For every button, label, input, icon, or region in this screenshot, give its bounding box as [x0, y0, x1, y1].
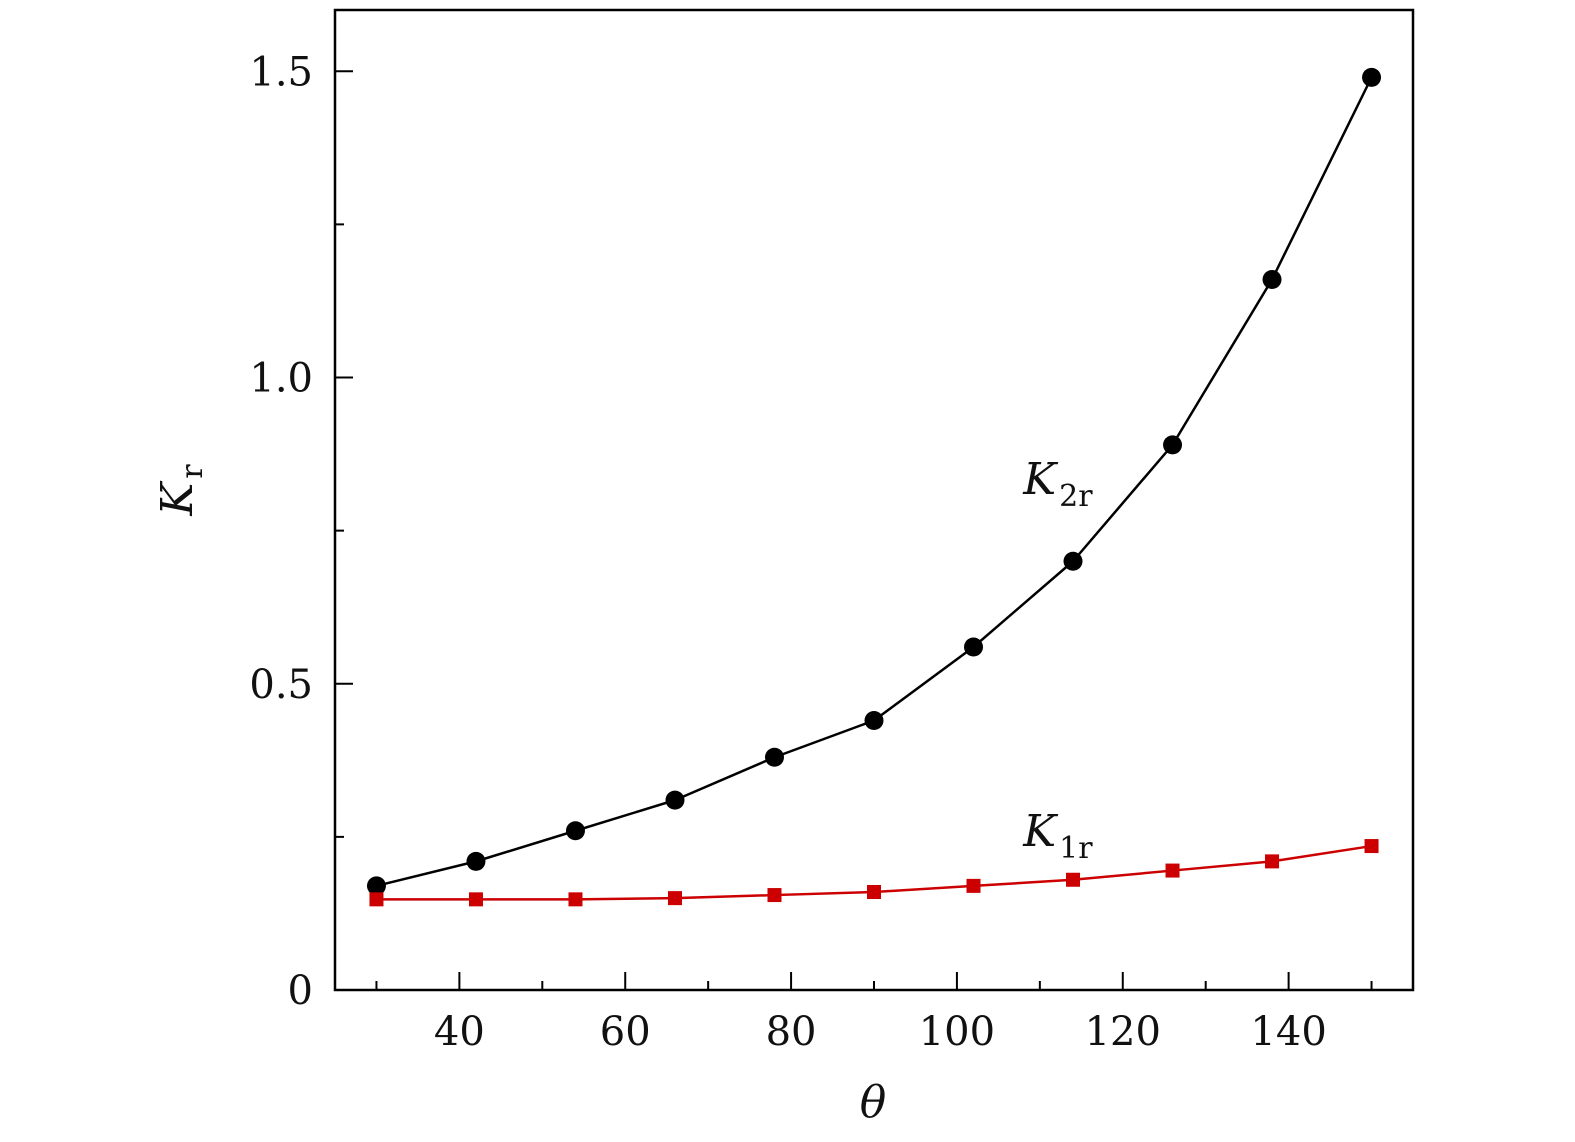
y-tick-label: 1.5 — [249, 49, 313, 95]
plot-frame — [333, 8, 1415, 992]
x-tick-label: 40 — [434, 1009, 485, 1055]
series-label-sub: 2r — [1059, 479, 1093, 514]
data-point-k1r — [867, 885, 881, 899]
plot-area — [366, 67, 1382, 907]
data-point-k2r — [864, 711, 884, 730]
data-point-k1r — [767, 888, 782, 903]
y-tick-label: 0.5 — [249, 662, 313, 708]
series-k2r — [366, 67, 1382, 896]
data-point-k2r — [565, 821, 585, 841]
series-label-sub: 1r — [1059, 831, 1093, 866]
series-k1r — [369, 839, 1379, 907]
data-point-k2r — [1163, 435, 1183, 455]
x-tick-label: 80 — [766, 1009, 817, 1055]
data-point-k1r — [667, 891, 682, 906]
series-label-k2r: K 2r — [1022, 454, 1093, 514]
data-point-k2r — [964, 637, 984, 657]
y-tick-label: 1.0 — [249, 356, 313, 402]
data-point-k2r — [466, 851, 486, 871]
series-label-main: K — [1022, 806, 1058, 857]
series-label-main: K — [1022, 454, 1058, 505]
data-point-k2r — [1063, 551, 1083, 571]
x-axis-title: θ — [860, 1077, 887, 1128]
data-point-k2r — [1262, 270, 1282, 289]
data-point-k1r — [568, 892, 583, 907]
y-tick-label: 0 — [288, 968, 313, 1014]
data-point-k2r — [665, 790, 685, 810]
x-tick-label: 120 — [1085, 1009, 1161, 1055]
series-labels: K 2rK 1r — [1022, 454, 1093, 866]
data-point-k2r — [366, 876, 386, 896]
x-tick-label: 60 — [600, 1009, 651, 1055]
axes: 40 60 80 100 120 140 0 0.5 1.0 1.5 — [249, 8, 1415, 1055]
data-point-k1r — [468, 892, 483, 907]
data-point-k1r — [369, 892, 384, 907]
x-tick-label: 140 — [1250, 1009, 1326, 1055]
series-line-k2r — [376, 76, 1373, 888]
data-point-k1r — [966, 878, 981, 893]
data-point-k1r — [1066, 872, 1081, 887]
x-tick-label: 100 — [919, 1009, 995, 1055]
data-point-k1r — [1364, 839, 1379, 854]
y-axis-title-sub: r — [175, 464, 210, 479]
y-axis-title-main: K — [152, 481, 203, 517]
data-point-k1r — [1265, 854, 1280, 869]
data-point-k2r — [1362, 67, 1382, 87]
series-label-k1r: K 1r — [1022, 806, 1093, 866]
data-point-k2r — [764, 747, 784, 767]
data-point-k1r — [1165, 863, 1180, 878]
y-axis-title: Kr — [152, 464, 210, 517]
